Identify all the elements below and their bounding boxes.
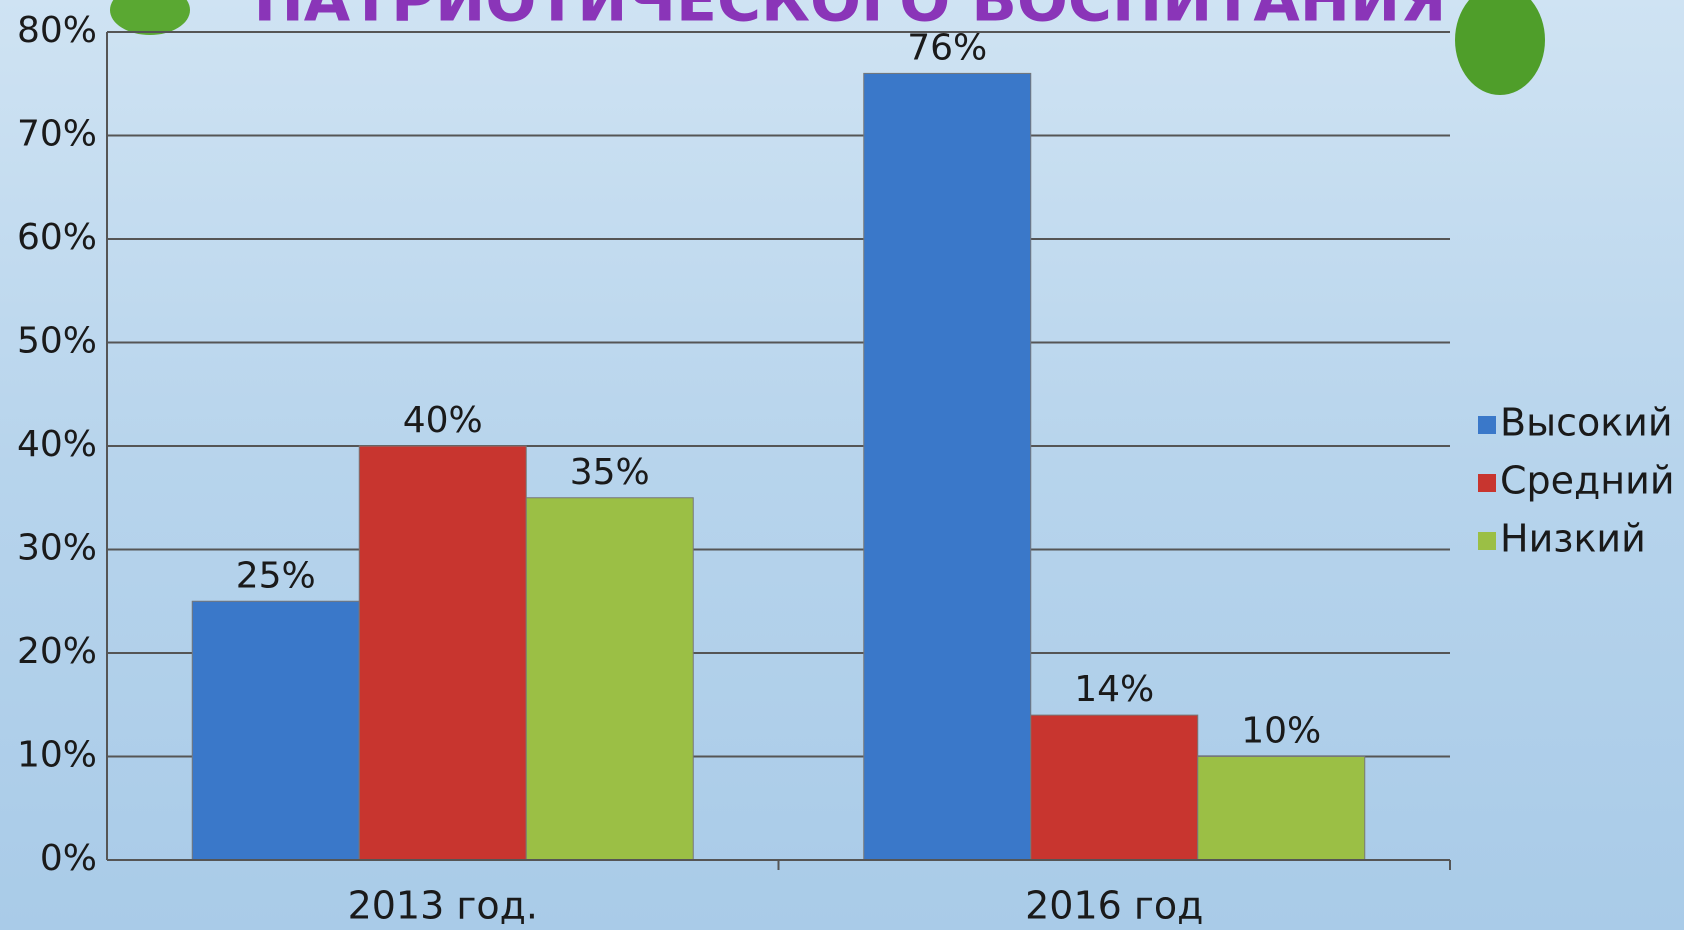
y-tick-label: 60% [17, 217, 97, 258]
legend-label: Высокий [1500, 401, 1673, 445]
chart-title: ПАТРИОТИЧЕСКОГО ВОСПИТАНИЯ [254, 0, 1447, 36]
chart: ПАТРИОТИЧЕСКОГО ВОСПИТАНИЯ 0% 10% 20% 30% 40… [0, 0, 1684, 930]
y-tick-label: 0% [40, 838, 97, 879]
value-label: 10% [1241, 711, 1321, 752]
y-tick-label: 10% [17, 735, 97, 776]
value-label: 25% [236, 555, 316, 596]
bar [1031, 715, 1198, 860]
value-label: 14% [1074, 669, 1154, 710]
bar [864, 73, 1031, 860]
y-tick-label: 20% [17, 631, 97, 672]
value-label: 76% [907, 27, 987, 68]
legend-label: Низкий [1500, 517, 1646, 561]
bar [192, 601, 359, 860]
y-tick-label: 50% [17, 321, 97, 362]
legend-swatch [1478, 474, 1496, 492]
y-tick-label: 80% [17, 10, 97, 51]
y-tick-label: 30% [17, 528, 97, 569]
x-tick-label: 2016 год [1025, 884, 1203, 928]
value-label: 35% [570, 452, 650, 493]
y-tick-label: 70% [17, 114, 97, 155]
legend-swatch [1478, 416, 1496, 434]
bar [526, 498, 693, 860]
bar [1198, 757, 1365, 861]
y-tick-label: 40% [17, 424, 97, 465]
legend-label: Средний [1500, 459, 1675, 503]
value-label: 40% [403, 400, 483, 441]
legend-swatch [1478, 532, 1496, 550]
x-tick-label: 2013 год. [348, 884, 538, 928]
bar [359, 446, 526, 860]
page: ПАТРИОТИЧЕСКОГО ВОСПИТАНИЯ 0% 10% 20% 30% 40… [0, 0, 1684, 930]
